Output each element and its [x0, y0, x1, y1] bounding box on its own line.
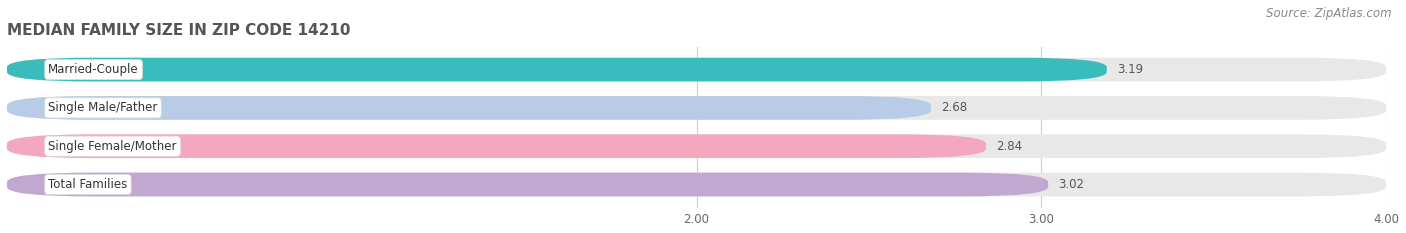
FancyBboxPatch shape — [7, 58, 1107, 82]
FancyBboxPatch shape — [7, 134, 1386, 158]
FancyBboxPatch shape — [7, 96, 931, 120]
Text: MEDIAN FAMILY SIZE IN ZIP CODE 14210: MEDIAN FAMILY SIZE IN ZIP CODE 14210 — [7, 24, 350, 38]
FancyBboxPatch shape — [7, 173, 1386, 196]
Text: Total Families: Total Families — [48, 178, 128, 191]
FancyBboxPatch shape — [7, 96, 1386, 120]
Text: Married-Couple: Married-Couple — [48, 63, 139, 76]
FancyBboxPatch shape — [7, 58, 1386, 82]
Text: 3.02: 3.02 — [1059, 178, 1084, 191]
Text: 2.84: 2.84 — [997, 140, 1022, 153]
Text: 2.68: 2.68 — [941, 101, 967, 114]
Text: Source: ZipAtlas.com: Source: ZipAtlas.com — [1267, 7, 1392, 20]
Text: 3.19: 3.19 — [1118, 63, 1143, 76]
FancyBboxPatch shape — [7, 173, 1049, 196]
FancyBboxPatch shape — [7, 134, 986, 158]
Text: Single Female/Mother: Single Female/Mother — [48, 140, 177, 153]
Text: Single Male/Father: Single Male/Father — [48, 101, 157, 114]
